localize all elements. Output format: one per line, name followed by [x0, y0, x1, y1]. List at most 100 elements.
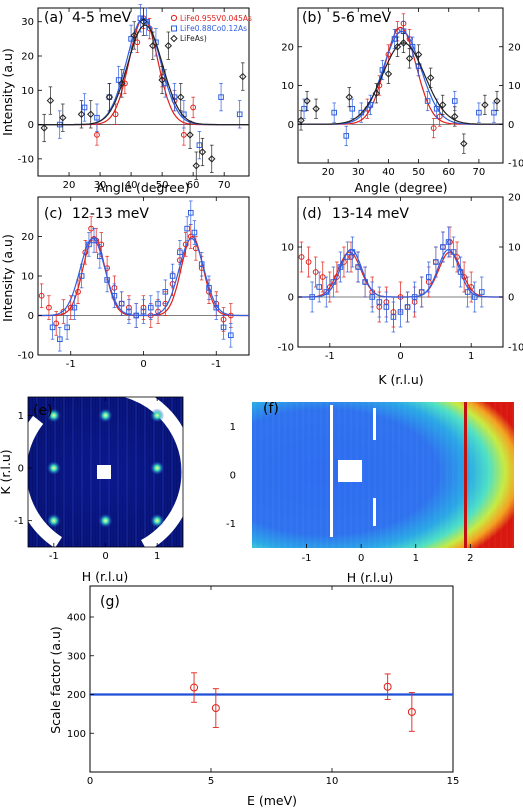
marks-b — [297, 13, 503, 154]
y-tick-label-right: 20 — [508, 42, 521, 53]
data-point-blue — [206, 285, 212, 291]
data-point-blue — [323, 289, 330, 295]
fit-curve-red — [298, 26, 503, 125]
data-point-blue — [316, 284, 323, 290]
panel-label-d: (d) — [302, 206, 322, 222]
y-tick-label-right: 10 — [508, 81, 521, 92]
data-point-blue — [198, 261, 205, 267]
data-point-blue — [128, 36, 134, 42]
data-point-blue — [104, 277, 110, 283]
data-point-blue — [491, 109, 497, 116]
data-point-blue — [220, 324, 227, 331]
x-tick-label: 60 — [442, 167, 455, 178]
data-point-blue — [218, 94, 224, 100]
data-point-blue — [97, 253, 103, 260]
data-point-black — [312, 105, 320, 113]
y-tick-label: 1 — [18, 411, 24, 422]
data-point-blue — [81, 104, 88, 111]
ticks-g: 0 5 10 15 100 200 300 400 — [67, 586, 459, 787]
data-point-black — [372, 89, 381, 97]
data-point-black — [451, 112, 459, 121]
x-tick-label: -1 — [302, 553, 312, 564]
data-point-blue — [213, 304, 220, 311]
data-point-blue — [343, 133, 350, 139]
y-tick-label: 20 — [281, 42, 294, 53]
data-point-blue — [476, 109, 482, 116]
data-point-black — [405, 54, 414, 63]
data-point-blue — [169, 273, 176, 279]
data-point-blue — [187, 210, 194, 216]
data-point-blue — [126, 308, 132, 315]
data-point-blue — [383, 304, 390, 310]
y-tick-label: 400 — [67, 613, 86, 624]
data-point-blue — [115, 77, 122, 83]
data-point-blue — [64, 324, 70, 331]
xlabel-b: Angle (degree) — [354, 180, 447, 195]
data-point-black — [414, 50, 423, 59]
data-point-blue — [411, 294, 418, 300]
data-point-black — [208, 155, 216, 163]
x-tick-label: 1 — [154, 551, 160, 562]
data-point-blue — [451, 98, 458, 104]
data-point-black — [40, 124, 48, 132]
data-point-blue — [369, 294, 376, 300]
data-point-black — [158, 76, 166, 84]
x-tick-label: 5 — [208, 776, 214, 787]
beamstop-mask-f — [338, 460, 362, 482]
panel-label-a: (a) — [44, 10, 64, 26]
data-point-red — [94, 131, 100, 138]
data-point-blue — [301, 105, 307, 112]
xlabel-f: H (r.l.u) — [347, 570, 393, 585]
legend-label-black: LiFeAs) — [180, 34, 207, 43]
panel-label-g: (g) — [100, 594, 120, 610]
legend-marker-blue — [171, 25, 177, 32]
beamstop-mask-e — [97, 465, 111, 479]
data-point-red — [75, 288, 81, 295]
x-tick-label: 0 — [87, 776, 93, 787]
data-point-blue — [162, 80, 169, 87]
data-point-blue — [111, 292, 118, 299]
bragg-peak — [98, 513, 113, 528]
marks-a — [38, 4, 249, 180]
data-point-black — [481, 101, 489, 109]
panel-label-c: (c) — [44, 206, 63, 222]
y-tick-label: 0 — [28, 120, 34, 131]
y-tick-label-right: -10 — [508, 343, 523, 354]
data-point-blue — [358, 109, 365, 116]
data-point-black — [198, 148, 207, 156]
data-point-blue — [94, 114, 100, 121]
data-point-blue — [155, 300, 161, 307]
y-tick-label: 0 — [18, 464, 24, 475]
scale-factor-point — [190, 683, 199, 692]
y-tick-label: -10 — [18, 351, 34, 362]
data-point-blue — [478, 289, 485, 295]
panel-title-a: 4-5 meV — [72, 10, 132, 26]
data-point-red — [60, 308, 67, 315]
ticks-a: 20 30 40 50 60 70 -10 0 10 20 30 — [18, 8, 231, 191]
detector-gap-line-3 — [373, 498, 376, 526]
panel-f: -1 0 1 2 -1 0 1 (f) H (r.l.u) — [226, 401, 514, 585]
x-tick-label: 20 — [322, 167, 335, 178]
data-point-blue — [464, 289, 471, 295]
data-point-red — [298, 254, 305, 260]
data-point-blue — [390, 314, 397, 320]
ticks-b: 20 30 40 50 60 70 0 10 20 -10 0 10 20 — [281, 8, 523, 178]
bragg-peak — [150, 408, 165, 423]
data-point-blue — [330, 279, 337, 285]
data-point-red — [67, 304, 74, 311]
data-point-blue — [140, 308, 147, 315]
xlabel-g: E (meV) — [247, 793, 297, 808]
data-point-blue — [137, 15, 144, 22]
x-tick-label: 15 — [447, 776, 460, 787]
y-tick-label-right: 20 — [508, 193, 521, 204]
data-point-blue — [133, 312, 140, 319]
data-point-black — [177, 93, 185, 101]
panel-label-b: (b) — [302, 10, 322, 26]
data-point-blue — [445, 239, 452, 245]
y-tick-label-right: 10 — [508, 243, 521, 254]
data-point-blue — [147, 304, 154, 311]
fit-curve-black — [38, 24, 249, 126]
y-tick-label: -1 — [226, 519, 236, 530]
data-point-black — [297, 116, 305, 125]
